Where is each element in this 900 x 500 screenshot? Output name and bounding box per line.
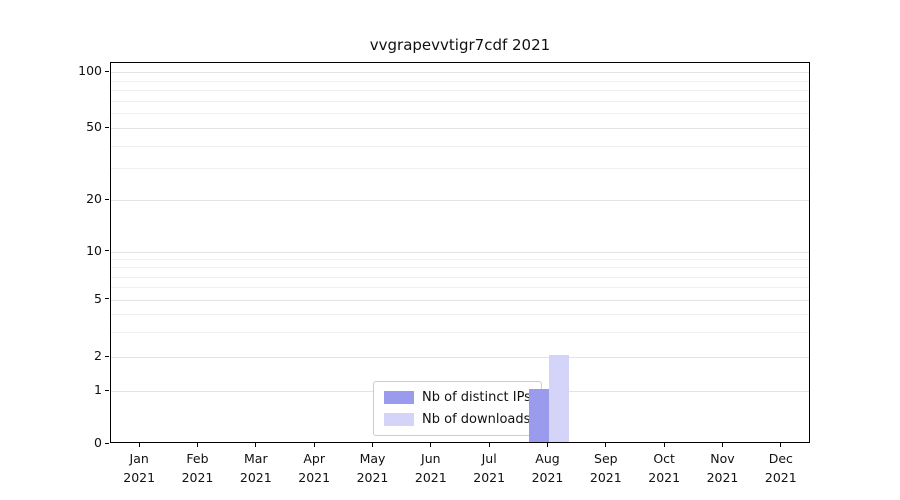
x-tick-label: Mar 2021 bbox=[239, 451, 272, 485]
bar-distinct-ips bbox=[528, 389, 549, 442]
gridline bbox=[111, 287, 809, 289]
legend-label-distinct-ips: Nb of distinct IPs bbox=[422, 390, 531, 405]
y-tick-mark bbox=[105, 198, 109, 200]
legend-item-distinct-ips: Nb of distinct IPs bbox=[384, 390, 531, 405]
gridline bbox=[111, 331, 809, 333]
x-tick-mark bbox=[255, 443, 257, 447]
gridline bbox=[111, 145, 809, 147]
y-tick-mark bbox=[105, 298, 109, 300]
chart-title: vvgrapevvtigr7cdf 2021 bbox=[369, 36, 551, 54]
y-tick-label: 0 bbox=[94, 435, 102, 450]
x-tick-label: Dec 2021 bbox=[764, 451, 797, 485]
gridline bbox=[111, 128, 809, 130]
y-tick-label: 20 bbox=[86, 191, 102, 207]
x-tick-label: Jan 2021 bbox=[123, 451, 156, 485]
legend-swatch-distinct-ips bbox=[384, 391, 414, 404]
x-tick-label: Apr 2021 bbox=[298, 451, 331, 485]
gridline bbox=[111, 299, 809, 301]
gridline bbox=[111, 90, 809, 92]
x-tick-mark bbox=[605, 443, 607, 447]
x-tick-label: Nov 2021 bbox=[706, 451, 739, 485]
x-tick-label: Aug 2021 bbox=[531, 451, 564, 485]
gridline bbox=[111, 200, 809, 202]
x-tick-mark bbox=[313, 443, 315, 447]
gridline bbox=[111, 100, 809, 102]
x-tick-label: Oct 2021 bbox=[648, 451, 681, 485]
y-tick-mark bbox=[105, 389, 109, 391]
gridline bbox=[111, 357, 809, 359]
x-tick-mark bbox=[722, 443, 723, 447]
gridline bbox=[111, 267, 809, 269]
y-tick-mark bbox=[105, 126, 109, 128]
legend: Nb of distinct IPs Nb of downloads bbox=[373, 381, 542, 436]
plot-area: Nb of distinct IPs Nb of downloads bbox=[110, 62, 810, 443]
gridline bbox=[111, 251, 809, 253]
x-tick-label: Jul 2021 bbox=[473, 451, 506, 485]
x-tick-mark bbox=[138, 443, 140, 447]
gridline bbox=[111, 313, 809, 315]
gridline bbox=[111, 259, 809, 261]
x-tick-mark bbox=[663, 443, 665, 447]
x-tick-label: Jun 2021 bbox=[414, 451, 447, 485]
legend-swatch-downloads bbox=[384, 413, 414, 426]
gridline bbox=[111, 80, 809, 82]
x-tick-label: Feb 2021 bbox=[181, 451, 214, 485]
x-tick-mark bbox=[488, 443, 490, 447]
legend-label-downloads: Nb of downloads bbox=[422, 412, 531, 427]
y-tick-mark bbox=[105, 250, 109, 252]
y-tick-label: 1 bbox=[94, 382, 102, 398]
x-tick-mark bbox=[780, 443, 782, 447]
y-tick-mark bbox=[105, 70, 109, 72]
y-tick-mark bbox=[105, 355, 109, 357]
x-tick-mark bbox=[430, 443, 432, 447]
gridline bbox=[111, 113, 809, 115]
bar-downloads bbox=[548, 355, 569, 442]
gridline bbox=[111, 276, 809, 278]
gridline bbox=[111, 72, 809, 74]
x-tick-mark bbox=[372, 443, 373, 447]
legend-item-downloads: Nb of downloads bbox=[384, 412, 531, 427]
x-tick-mark bbox=[197, 443, 198, 447]
x-tick-label: May 2021 bbox=[356, 451, 389, 485]
y-tick-label: 50 bbox=[86, 119, 102, 135]
gridline bbox=[111, 168, 809, 170]
y-tick-label: 2 bbox=[94, 348, 102, 364]
y-tick-label: 100 bbox=[78, 63, 102, 79]
x-tick-label: Sep 2021 bbox=[589, 451, 622, 485]
y-tick-label: 5 bbox=[94, 290, 102, 306]
y-tick-label: 10 bbox=[86, 242, 102, 258]
x-tick-mark bbox=[547, 443, 548, 447]
y-tick-mark bbox=[105, 442, 109, 444]
